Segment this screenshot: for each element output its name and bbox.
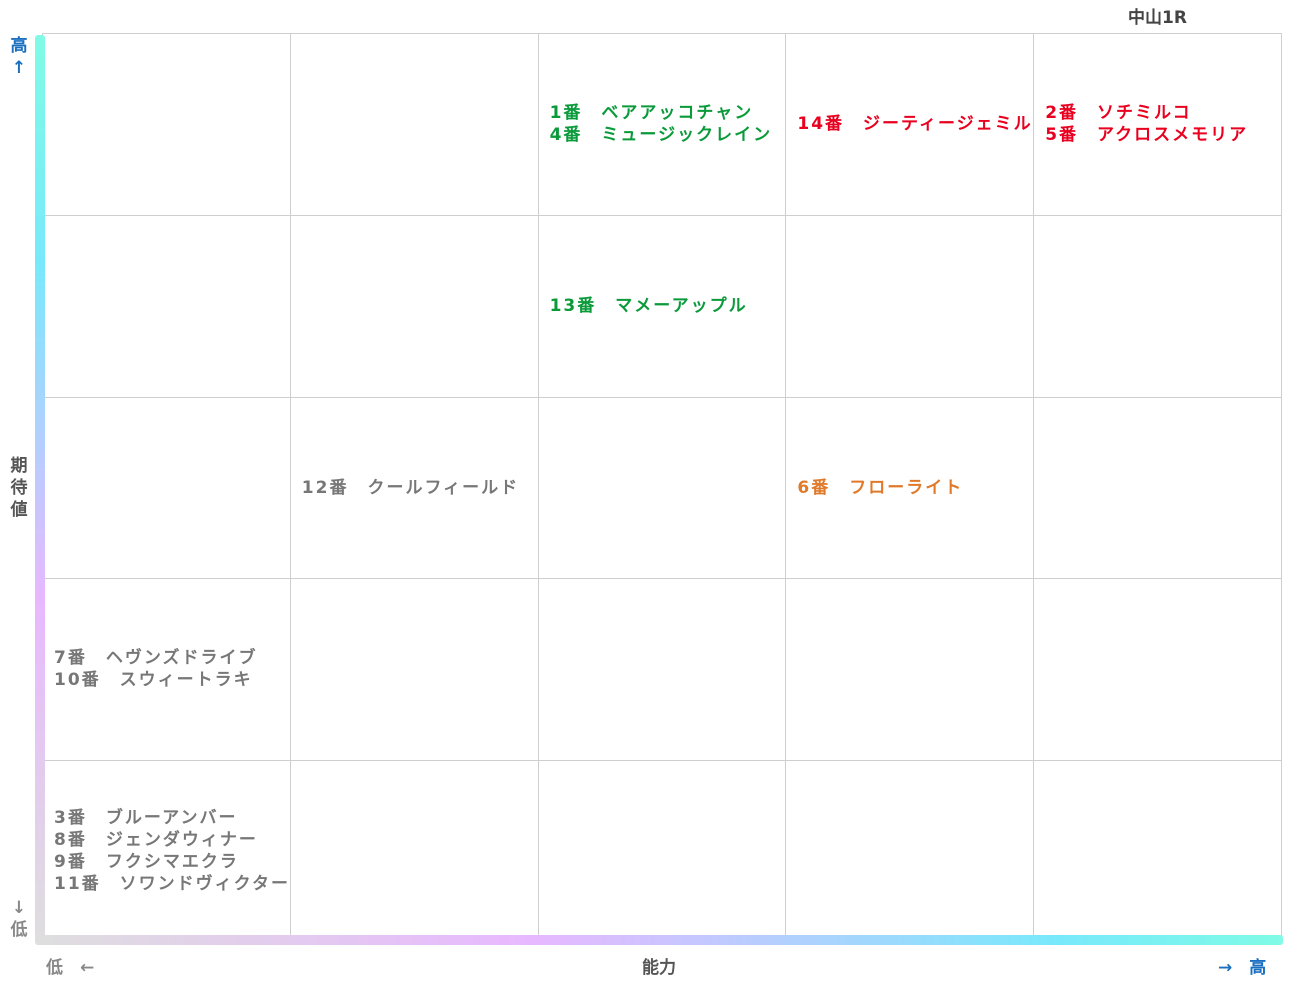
horse-entry: 11番 ソワンドヴィクター — [54, 874, 290, 895]
right-arrow-icon: → — [1218, 958, 1233, 978]
chart-point-label: 2番 ソチミルコ 5番 アクロスメモリア — [1045, 102, 1248, 146]
y-axis-title-char: 値 — [10, 500, 28, 520]
y-axis-title: 期待値 — [8, 455, 30, 521]
chart-point-label: 14番 ジーティージェミル — [797, 113, 1032, 135]
y-axis-title-char: 待 — [10, 478, 28, 498]
chart-point-label: 3番 ブルーアンバー 8番 ジェンダウィナー 9番 フクシマエクラ 11番 ソワンドヴ… — [54, 807, 290, 895]
horse-entry: 1番 ベアアッコチャン — [549, 102, 754, 123]
y-axis-bar — [35, 35, 45, 944]
horse-entry: 6番 フローライト — [797, 477, 964, 498]
grid-line-vertical — [1033, 33, 1035, 942]
grid-line-horizontal — [42, 214, 1281, 216]
race-title: 中山1R — [1128, 8, 1187, 28]
horse-entry: 12番 クールフィールド — [301, 477, 520, 498]
chart-point-label: 1番 ベアアッコチャン 4番 ミュージックレイン — [550, 102, 773, 146]
horse-entry: 2番 ソチミルコ — [1045, 102, 1192, 123]
y-axis-title-char: 期 — [10, 456, 28, 476]
grid-line-horizontal — [42, 578, 1281, 580]
horse-entry: 14番 ジーティージェミル — [797, 113, 1033, 134]
grid-line-horizontal — [42, 33, 1281, 34]
y-high-label: 高 ↑ — [8, 35, 30, 79]
y-low-label: ↓ 低 — [8, 897, 30, 941]
up-arrow-icon: ↑ — [11, 58, 27, 78]
horse-entry: 13番 マメーアップル — [549, 295, 748, 316]
chart-point-label: 6番 フローライト — [797, 477, 963, 499]
chart-point-label: 13番 マメーアップル — [550, 295, 748, 317]
grid-line-vertical — [289, 33, 291, 942]
horse-entry: 9番 フクシマエクラ — [54, 852, 239, 873]
horse-entry: 7番 ヘヴンズドライブ — [54, 648, 258, 669]
grid-line-vertical — [1281, 33, 1282, 942]
horse-entry: 5番 アクロスメモリア — [1045, 124, 1249, 145]
horse-entry: 10番 スウィートラキ — [54, 670, 253, 691]
grid-line-vertical — [537, 33, 539, 942]
x-low-label: 低 ← — [46, 958, 95, 978]
x-high-label: → 高 — [1218, 958, 1267, 978]
down-arrow-icon: ↓ — [11, 898, 27, 918]
horse-entry: 4番 ミュージックレイン — [549, 124, 773, 145]
x-axis-bar — [35, 935, 1283, 945]
x-axis-title: 能力 — [642, 958, 676, 978]
grid-line-horizontal — [42, 760, 1281, 762]
grid-line-horizontal — [42, 396, 1281, 398]
chart-point-label: 7番 ヘヴンズドライブ 10番 スウィートラキ — [54, 647, 258, 691]
horse-entry: 3番 ブルーアンバー — [54, 808, 238, 829]
horse-entry: 8番 ジェンダウィナー — [54, 830, 258, 851]
left-arrow-icon: ← — [80, 958, 95, 978]
chart-grid — [42, 33, 1282, 943]
chart-point-label: 12番 クールフィールド — [302, 477, 519, 499]
grid-line-vertical — [785, 33, 787, 942]
